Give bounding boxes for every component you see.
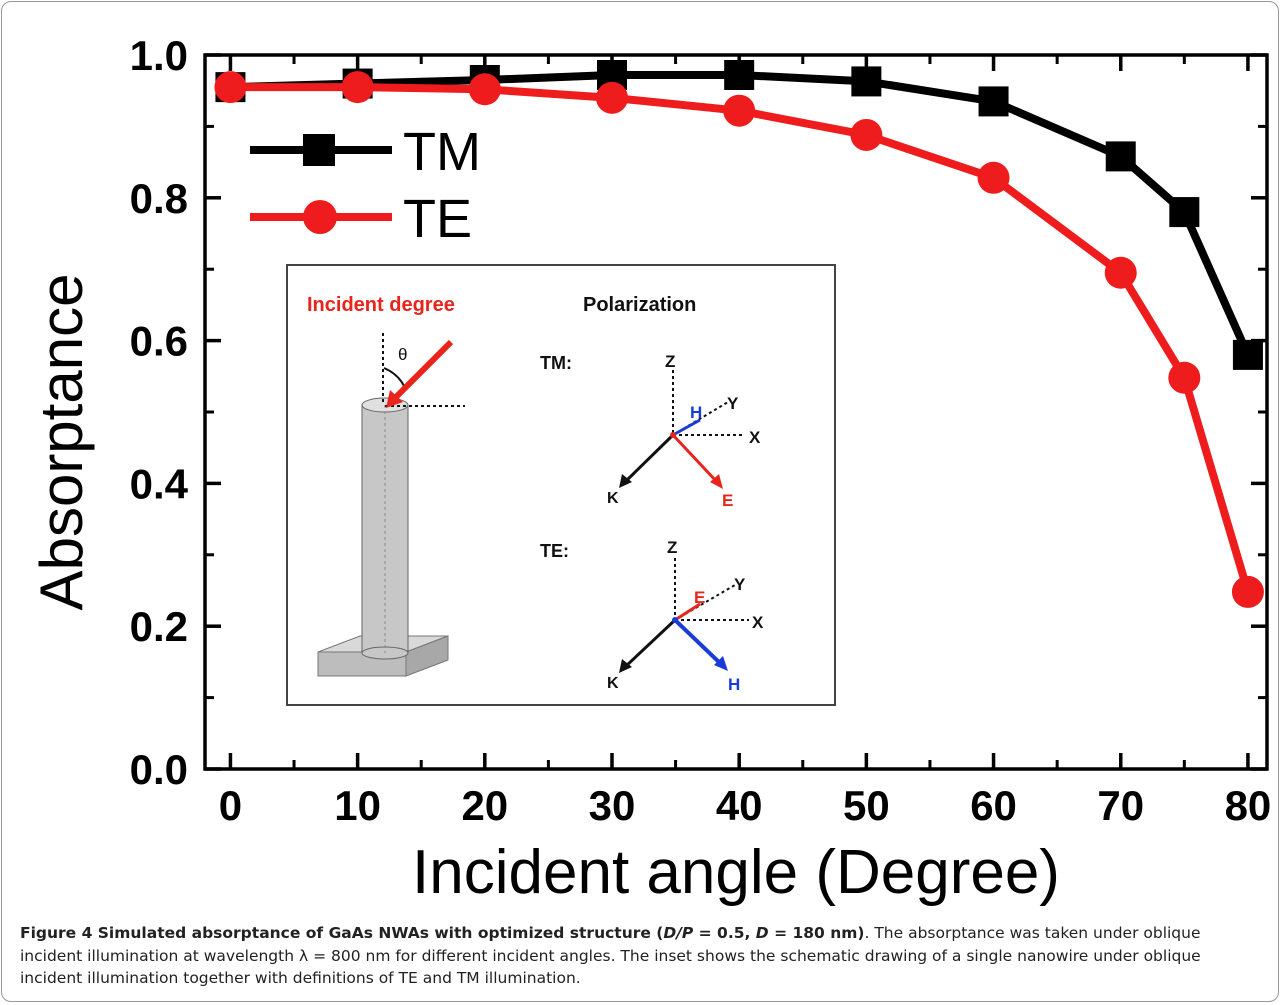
caption-title: Figure 4 Simulated absorptance of GaAs N… (20, 924, 664, 942)
incident-arrow-icon (392, 339, 454, 401)
te-polarization-label: TE: (540, 541, 569, 561)
theta-label: θ (398, 345, 407, 364)
te-z-axis-label: Z (667, 538, 677, 557)
absorptance-chart: 0 10 20 30 40 50 60 70 80 0.0 0.2 0.4 0.6 0.8 1.0 Inc… (28, 32, 1272, 907)
te-data-point (341, 71, 374, 104)
legend: TM TE (250, 122, 481, 249)
caption-text: . The absorptance was taken under obliqu… (20, 924, 1201, 987)
angle-arc-icon (383, 367, 405, 387)
x-tick-label: 40 (716, 782, 763, 829)
tm-x-axis-label: X (749, 428, 761, 447)
x-tick-label: 60 (970, 782, 1017, 829)
inset-polarization-label: Polarization (583, 294, 696, 316)
incident-arrow-head-icon (386, 390, 403, 408)
y-tick-label: 1.0 (130, 32, 188, 79)
y-tick-label: 0.6 (130, 318, 188, 365)
tm-e-label: E (722, 491, 733, 510)
tm-data-point (724, 59, 755, 90)
tm-polarization-label: TM: (540, 353, 572, 373)
x-tick-label: 70 (1097, 782, 1144, 829)
nanowire-icon (317, 397, 449, 677)
x-tick-label: 10 (334, 782, 381, 829)
te-data-point (468, 73, 501, 106)
tm-z-axis-label: Z (665, 352, 675, 371)
te-data-point (1231, 575, 1264, 608)
plot-frame (203, 53, 1269, 771)
tm-h-label: H (690, 403, 702, 422)
te-data-point (595, 81, 628, 114)
inset-schematic: Incident degree Polarization θ TM: (286, 264, 836, 706)
y-tick-label: 0.2 (130, 603, 188, 650)
tm-k-label: K (607, 490, 619, 507)
te-data-point (977, 161, 1010, 194)
te-axes-diagram (619, 558, 749, 673)
x-tick-label: 50 (843, 782, 890, 829)
tm-data-point (851, 66, 882, 97)
caption-diameter-value: = 180 nm) (768, 924, 865, 942)
te-e-label: E (694, 588, 705, 607)
te-y-axis-label: Y (734, 575, 746, 594)
tm-data-point (978, 86, 1009, 117)
tm-legend-label: TM (403, 122, 481, 182)
te-data-point (1104, 256, 1137, 289)
figure-caption: Figure 4 Simulated absorptance of GaAs N… (20, 922, 1265, 990)
x-tick-label: 20 (461, 782, 508, 829)
te-data-point (1168, 361, 1201, 394)
x-tick-label: 30 (589, 782, 636, 829)
te-series-line (230, 83, 1252, 594)
te-data-point (850, 118, 883, 151)
y-tick-label: 0.8 (130, 175, 188, 222)
te-k-label: K (607, 675, 619, 692)
tm-data-point (1105, 141, 1136, 172)
y-axis-title: Absorptance (28, 274, 95, 611)
te-x-axis-label: X (752, 613, 764, 632)
caption-diameter: D (755, 924, 769, 942)
tm-data-point (1232, 339, 1263, 370)
y-axis-ticks: 0.0 0.2 0.4 0.6 0.8 1.0 (130, 32, 1267, 793)
caption-ratio: D/P (663, 924, 694, 942)
te-data-point (723, 94, 756, 127)
caption-ratio-value: = 0.5, (693, 924, 756, 942)
te-legend-label: TE (403, 189, 472, 249)
te-legend-marker (303, 200, 337, 234)
x-axis-title: Incident angle (Degree) (412, 838, 1060, 907)
x-tick-label: 80 (1225, 782, 1272, 829)
inset-incident-label: Incident degree (307, 294, 455, 316)
tm-axes-diagram (619, 370, 745, 489)
te-data-point (214, 71, 247, 104)
series-layer (214, 59, 1264, 608)
tm-y-axis-label: Y (727, 394, 739, 413)
x-tick-label: 0 (219, 782, 242, 829)
tm-legend-marker (303, 134, 335, 166)
te-h-label: H (728, 675, 740, 694)
y-tick-label: 0.4 (130, 460, 189, 507)
tm-data-point (1169, 197, 1200, 228)
tm-series-line (230, 70, 1252, 357)
y-tick-label: 0.0 (130, 746, 188, 793)
